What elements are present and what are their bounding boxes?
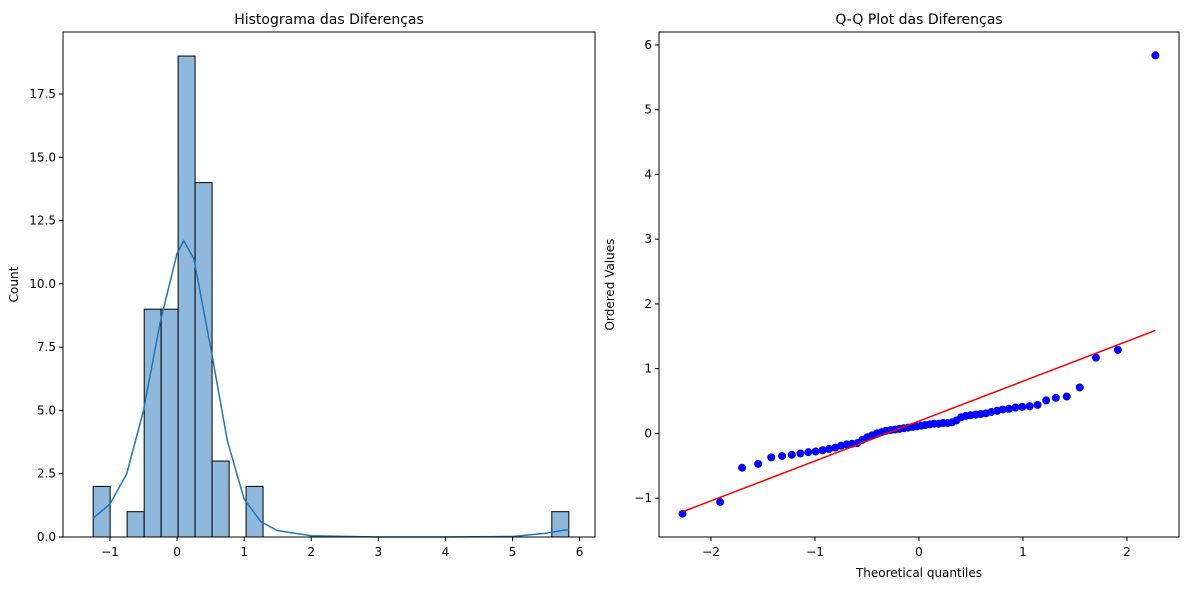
bar xyxy=(160,308,179,538)
point xyxy=(1042,396,1051,405)
y-tick-label: 10.0 xyxy=(29,277,56,291)
y-tick-label: 3 xyxy=(644,232,652,246)
y-tick-label: 0 xyxy=(644,426,652,440)
x-tick-label: 6 xyxy=(576,545,584,559)
y-tick-label: 5 xyxy=(644,103,652,117)
x-tick-label: 4 xyxy=(442,545,450,559)
x-tick-label: −1 xyxy=(101,545,119,559)
point xyxy=(1151,51,1160,60)
y-tick-label: 17.5 xyxy=(29,87,56,101)
point xyxy=(811,447,820,456)
point xyxy=(1033,400,1042,409)
bar xyxy=(245,485,264,538)
bar xyxy=(126,511,145,538)
bar xyxy=(143,308,162,538)
point xyxy=(1025,402,1034,411)
x-tick-label: 2 xyxy=(1123,545,1131,559)
x-axis-label: Theoretical quantiles xyxy=(855,566,982,580)
point xyxy=(1051,393,1060,402)
x-tick-label: −2 xyxy=(702,545,720,559)
point xyxy=(787,450,796,459)
bar xyxy=(211,460,230,538)
fit-line xyxy=(682,329,1156,513)
y-axis-label: Ordered Values xyxy=(603,239,617,331)
y-axis-label: Count xyxy=(7,266,21,302)
bar xyxy=(177,55,196,538)
point xyxy=(998,405,1007,414)
x-tick-label: 0 xyxy=(915,545,923,559)
point xyxy=(804,448,813,457)
y-tick-label: 6 xyxy=(644,38,652,52)
point xyxy=(767,453,776,462)
point xyxy=(1011,403,1020,412)
y-tick-label: 2 xyxy=(644,297,652,311)
axes-frame xyxy=(62,31,596,538)
y-tick-label: 0.0 xyxy=(37,530,56,544)
point xyxy=(1091,353,1100,362)
x-tick-label: 0 xyxy=(173,545,181,559)
y-tick-label: 4 xyxy=(644,167,652,181)
y-tick-label: −1 xyxy=(634,491,652,505)
y-tick-label: 15.0 xyxy=(29,150,56,164)
y-tick-label: 12.5 xyxy=(29,214,56,228)
x-tick-label: 2 xyxy=(307,545,315,559)
y-tick-label: 7.5 xyxy=(37,340,56,354)
point xyxy=(754,459,763,468)
point xyxy=(716,498,725,507)
point xyxy=(1018,402,1027,411)
chart-title: Q-Q Plot das Diferenças xyxy=(835,12,1002,28)
bar xyxy=(551,511,570,538)
point xyxy=(1004,404,1013,413)
axes-frame xyxy=(658,31,1180,538)
chart-title: Histograma das Diferenças xyxy=(234,12,424,28)
y-tick-label: 2.5 xyxy=(37,467,56,481)
point xyxy=(796,449,805,458)
point xyxy=(1062,392,1071,401)
x-tick-label: 3 xyxy=(374,545,382,559)
point xyxy=(778,452,787,461)
point xyxy=(738,463,747,472)
point xyxy=(818,446,827,455)
point xyxy=(825,444,834,453)
x-tick-label: 1 xyxy=(240,545,248,559)
y-tick-label: 5.0 xyxy=(37,403,56,417)
x-tick-label: 5 xyxy=(509,545,517,559)
point xyxy=(1075,383,1084,392)
y-tick-label: 1 xyxy=(644,362,652,376)
x-tick-label: −1 xyxy=(806,545,824,559)
point xyxy=(1113,345,1122,354)
bar xyxy=(194,182,213,538)
x-tick-label: 1 xyxy=(1019,545,1027,559)
